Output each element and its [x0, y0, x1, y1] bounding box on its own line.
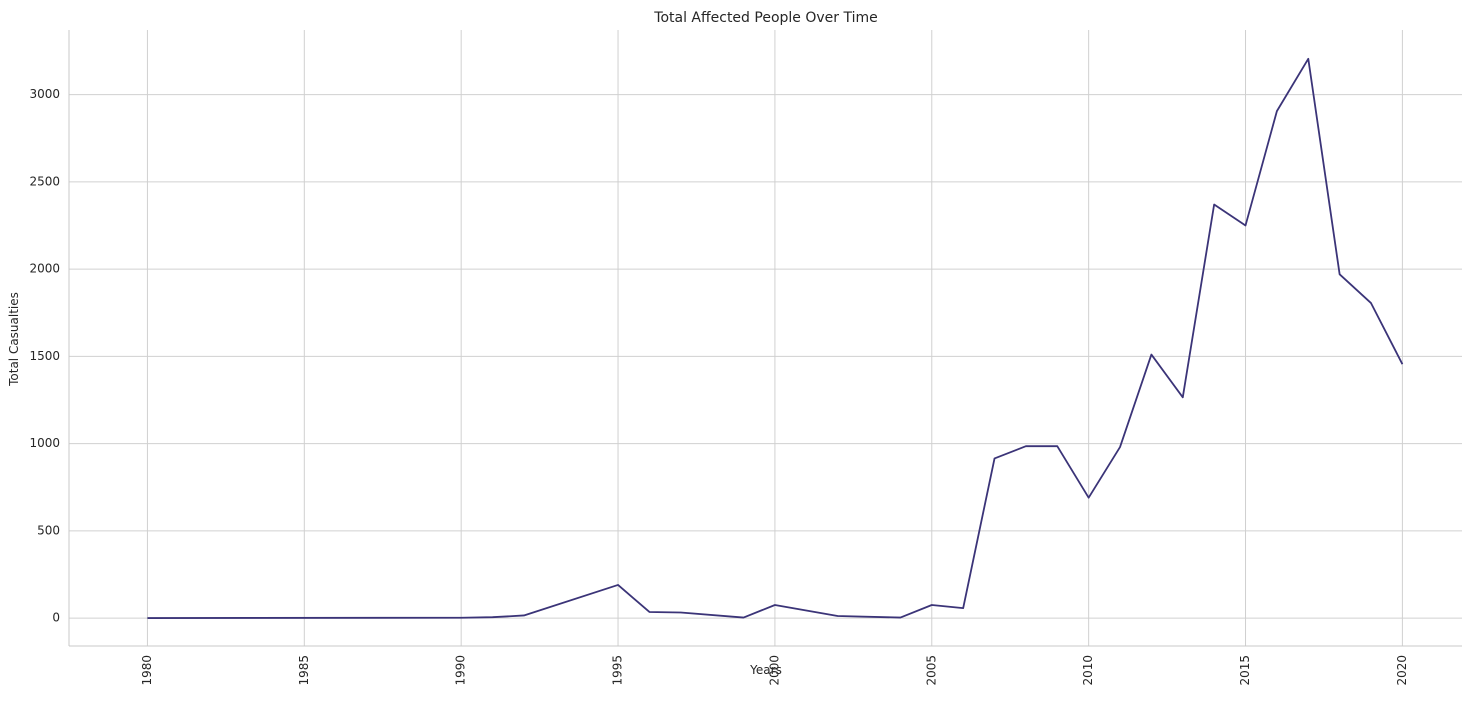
x-tick-label: 2000: [767, 655, 781, 686]
y-tick-label: 2500: [29, 174, 60, 188]
axis-spines: [68, 30, 1462, 647]
x-axis-label: Years: [749, 663, 782, 677]
y-tick-label: 1000: [29, 436, 60, 450]
y-tick-labels: 0 500 1000 1500 2000 2500 3000: [29, 87, 60, 625]
y-tick-label: 2000: [29, 262, 60, 276]
grid-layer: [69, 30, 1462, 646]
y-axis-label: Total Casualties: [7, 292, 21, 387]
x-tick-label: 1990: [454, 655, 468, 686]
x-tick-label: 2005: [924, 655, 938, 686]
series-line: [147, 57, 1404, 619]
x-tick-label: 1980: [140, 655, 154, 686]
x-tick-label: 1995: [611, 655, 625, 686]
x-tick-label: 1985: [297, 655, 311, 686]
x-tick-label: 2020: [1395, 655, 1409, 686]
x-tick-labels: 1980 1985 1990 1995 2000 2005 2010 2015 2020: [140, 655, 1409, 686]
x-tick-label: 2015: [1238, 655, 1252, 686]
chart-title: Total Affected People Over Time: [653, 10, 877, 26]
y-tick-label: 500: [37, 523, 60, 537]
x-tick-label: 2010: [1081, 655, 1095, 686]
y-tick-label: 0: [52, 611, 60, 625]
series-layer: [147, 57, 1404, 619]
y-tick-label: 1500: [29, 349, 60, 363]
y-tick-label: 3000: [29, 87, 60, 101]
